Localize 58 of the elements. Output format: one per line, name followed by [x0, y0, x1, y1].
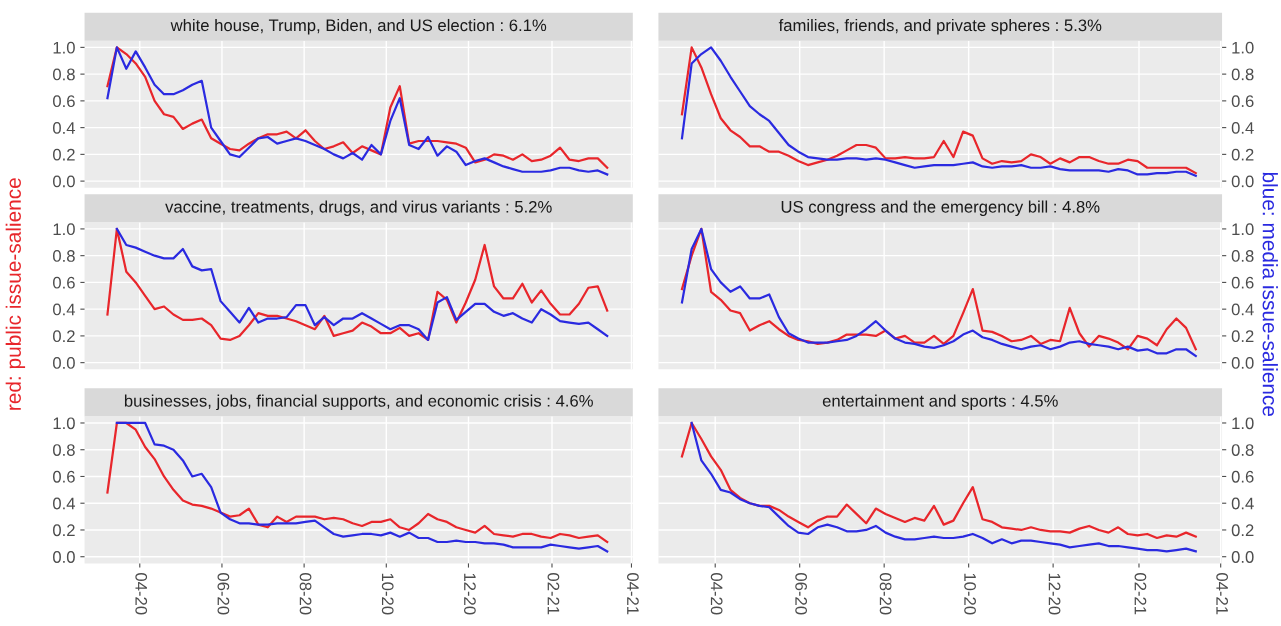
y-tick-label: 0.4 [1231, 303, 1254, 316]
y-tick-label: 0.2 [53, 524, 75, 537]
y-tick-label: 0.6 [53, 95, 75, 108]
y-tick-label: 1.0 [53, 417, 75, 430]
y-tick-label: 0.8 [1231, 68, 1254, 81]
y-tick-label: 0.8 [53, 250, 75, 262]
x-tick-label: 02-21 [1134, 573, 1147, 615]
x-tick-label: 12-20 [1048, 573, 1061, 615]
y-tick-label: 0.6 [53, 276, 75, 289]
y-tick-label: 1.0 [1232, 223, 1254, 236]
y-tick-label: 0.2 [53, 148, 75, 161]
x-tick-label: 10-20 [964, 573, 976, 615]
y-tick-label: 1.0 [53, 223, 75, 236]
y-tick-label: 0.6 [1231, 95, 1254, 108]
y-axis-title: blue: media issue-salience [1262, 172, 1278, 417]
chart-title: US congress and the emergency bill : 4.8% [781, 200, 1100, 217]
y-tick-label: 0.4 [53, 497, 76, 510]
chart-title: families, friends, and private spheres : 5.3% [778, 18, 1102, 35]
y-tick-label: 0.4 [53, 303, 76, 316]
y-tick-label: 0.0 [1231, 175, 1254, 188]
x-tick-label: 08-20 [879, 573, 892, 615]
x-tick-label: 02-21 [547, 573, 560, 615]
y-tick-label: 1.0 [1232, 41, 1254, 54]
y-tick-label: 1.0 [53, 41, 75, 54]
y-tick-label: 0.8 [53, 68, 75, 81]
y-tick-label: 0.8 [1231, 250, 1254, 262]
y-tick-label: 0.8 [53, 444, 75, 456]
y-tick-label: 0.6 [1231, 276, 1254, 289]
x-tick-label: 06-20 [217, 573, 230, 615]
x-tick-label: 06-20 [795, 573, 808, 615]
x-tick-label: 04-21 [1216, 573, 1229, 615]
chart-title: businesses, jobs, financial supports, and economic crisis : 4.6% [124, 394, 593, 411]
y-tick-label: 0.0 [1231, 357, 1254, 369]
y-tick-label: 0.2 [1231, 524, 1254, 537]
y-tick-label: 0.4 [1231, 497, 1254, 510]
y-tick-label: 0.6 [53, 470, 75, 483]
x-tick-label: 08-20 [299, 573, 312, 615]
y-tick-label: 0.4 [53, 122, 76, 134]
y-tick-label: 0.2 [53, 330, 75, 343]
chart-title: entertainment and sports : 4.5% [822, 394, 1058, 411]
y-tick-label: 0.4 [1231, 122, 1254, 134]
y-tick-label: 0.6 [1231, 470, 1254, 483]
y-tick-label: 0.0 [53, 357, 75, 369]
chart-title: vaccine, treatments, drugs, and virus variants : 5.2% [165, 200, 552, 217]
y-tick-label: 0.0 [1231, 551, 1254, 563]
x-tick-label: 12-20 [463, 573, 476, 615]
x-tick-label: 04-21 [626, 573, 639, 615]
x-tick-label: 04-20 [135, 573, 148, 615]
y-tick-label: 0.0 [53, 175, 75, 188]
y-tick-label: 0.0 [53, 551, 75, 563]
x-tick-label: 10-20 [381, 573, 394, 615]
y-axis-title: red: public issue-salience [5, 178, 26, 410]
y-tick-label: 0.2 [1231, 148, 1254, 161]
chart-title: white house, Trump, Biden, and US election : 6.1% [170, 18, 547, 35]
y-tick-label: 0.2 [1231, 330, 1254, 343]
x-tick-label: 04-20 [710, 573, 723, 615]
y-tick-label: 0.8 [1231, 444, 1254, 456]
y-tick-label: 1.0 [1232, 417, 1254, 430]
